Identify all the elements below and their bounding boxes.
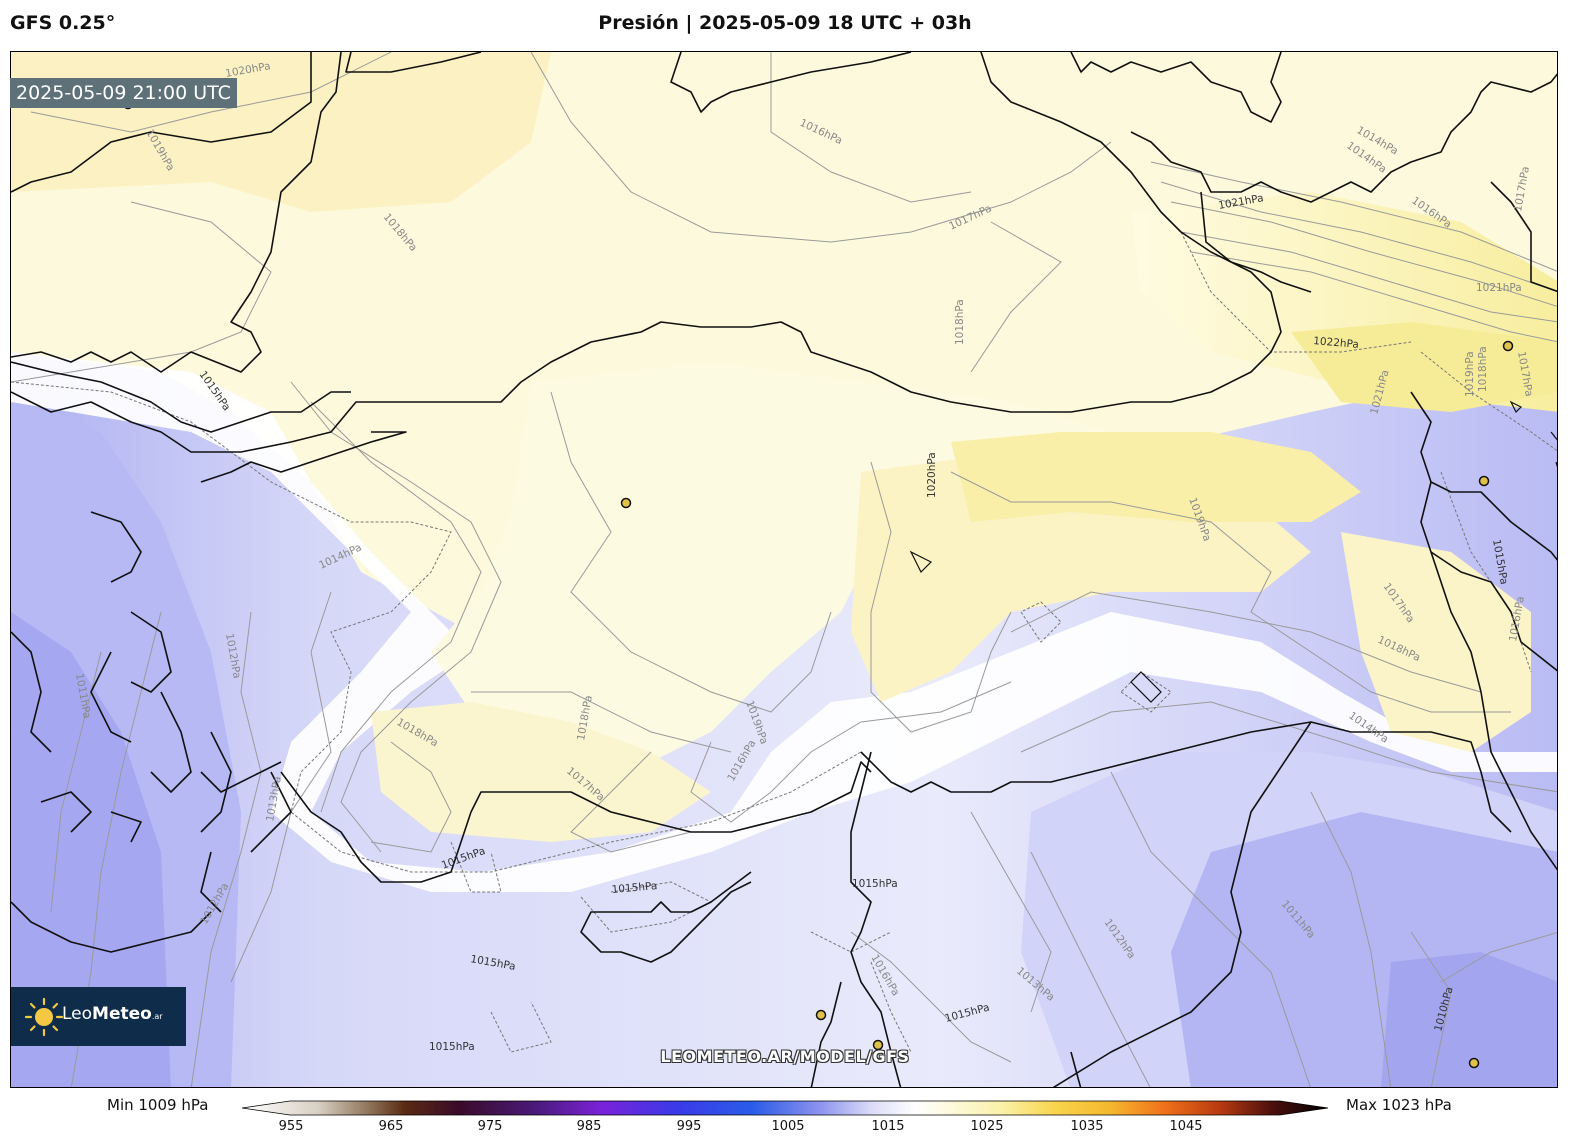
colorbar-tick: 1045	[1169, 1119, 1203, 1134]
colorbar-tick: 965	[378, 1119, 404, 1134]
leometeo-logo: LeoMeteo.ar	[11, 987, 186, 1046]
source-url: LEOMETEO.AR/MODEL/GFS	[660, 1047, 910, 1066]
contour-label: 1019hPa	[1464, 351, 1476, 397]
high-pressure-northeast-core	[1291, 322, 1557, 412]
neutral-pressure-belt	[11, 352, 1557, 892]
lakes-islands	[909, 400, 1557, 703]
contour-label: 1018hPa	[954, 299, 966, 345]
colorbar-tick: 1025	[970, 1119, 1004, 1134]
high-pressure-north	[11, 52, 1557, 672]
sun-icon	[24, 997, 64, 1037]
contour-label: 1021hPa	[1476, 282, 1522, 294]
colorbar	[241, 1100, 1329, 1116]
contour-label: 1015hPa	[611, 880, 658, 896]
city-markers	[122, 98, 1514, 1069]
contour-label: 1018hPa	[1477, 346, 1489, 392]
city-marker	[1478, 475, 1490, 487]
colorbar-tick: 955	[278, 1119, 304, 1134]
city-marker	[620, 497, 632, 509]
map-canvas: 1020hPa 1019hPa 1018hPa 1016hPa 1017hPa …	[11, 52, 1557, 1087]
city-marker	[1468, 1057, 1480, 1069]
colorbar-max-label: Max 1023 hPa	[1346, 1096, 1452, 1114]
low-pressure-southeast-deep	[1381, 952, 1557, 1087]
contour-label: 1020hPa	[926, 452, 938, 498]
model-name: GFS 0.25°	[10, 12, 116, 34]
high-pressure-ridge	[951, 432, 1361, 522]
colorbar-tick: 1005	[771, 1119, 805, 1134]
high-pressure-east	[1341, 532, 1531, 752]
valid-time-badge: 2025-05-09 21:00 UTC	[10, 78, 237, 108]
high-pressure-south-coast	[371, 702, 711, 842]
colorbar-tick: 985	[576, 1119, 602, 1134]
contour-label: 1015hPa	[852, 878, 898, 890]
logo-text: LeoMeteo.ar	[62, 1004, 163, 1024]
city-marker	[1502, 340, 1514, 352]
contour-label: 1022hPa	[1313, 335, 1360, 351]
contour-label: 1015hPa	[429, 1041, 475, 1053]
pressure-map[interactable]: 1020hPa 1019hPa 1018hPa 1016hPa 1017hPa …	[10, 51, 1558, 1088]
map-title: Presión | 2025-05-09 18 UTC + 03h	[598, 12, 972, 34]
colorbar-min-label: Min 1009 hPa	[107, 1096, 209, 1114]
colorbar-tick: 995	[676, 1119, 702, 1134]
isobars	[11, 52, 1557, 1087]
colorbar-tick: 975	[477, 1119, 503, 1134]
city-marker	[815, 1009, 827, 1021]
low-pressure-west-core	[11, 612, 171, 1087]
city-marker	[872, 1039, 884, 1051]
colorbar-tick: 1015	[871, 1119, 905, 1134]
colorbar-tick: 1035	[1070, 1119, 1104, 1134]
coastlines	[11, 52, 1557, 1087]
